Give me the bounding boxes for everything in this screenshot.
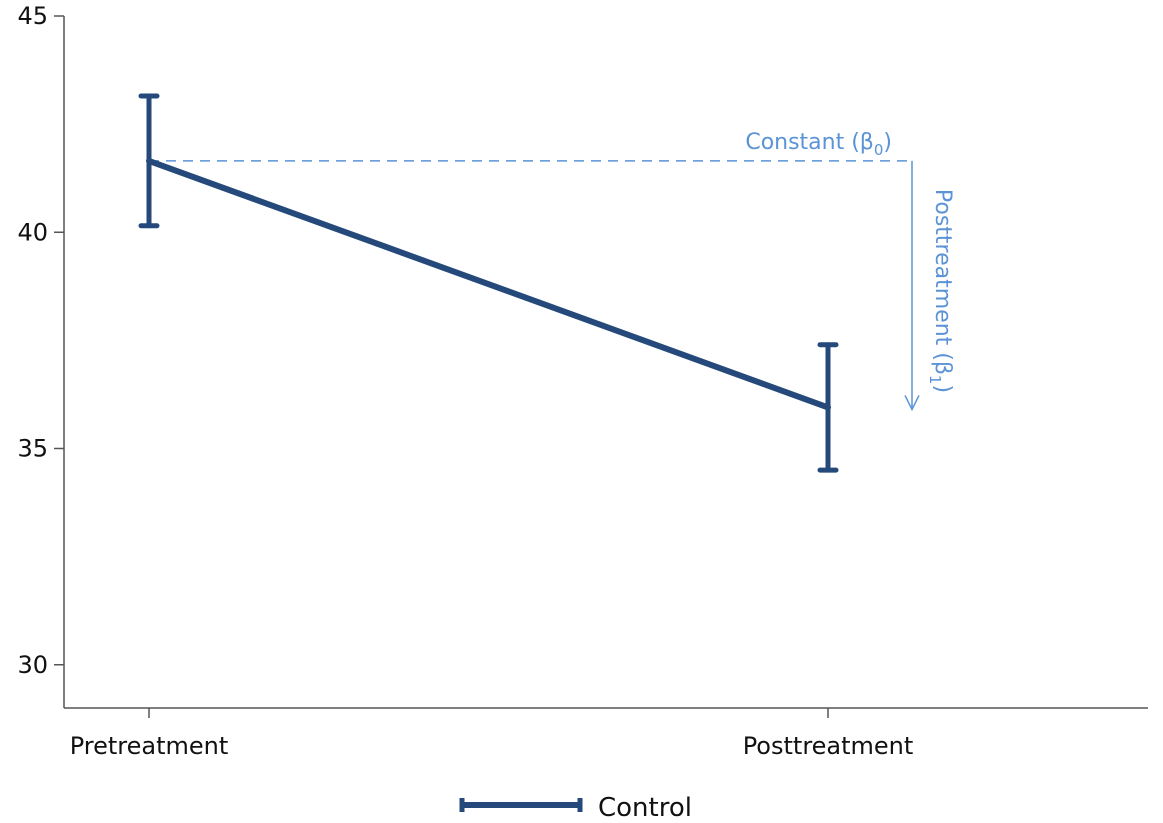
posttreatment-annotation: Posttreatment (β1) [926,189,955,393]
x-tick-label: Posttreatment [743,732,914,760]
annotations: Constant (β0)Posttreatment (β1) [149,130,955,412]
y-tick-label: 40 [17,218,48,246]
y-tick-label: 35 [17,435,48,463]
series [138,93,839,473]
y-tick-label: 30 [17,651,48,679]
y-tick-label: 45 [17,2,48,30]
legend: Control [459,793,692,823]
axes: 30 35 40 45 Pretreatment Posttreatment [17,2,1148,760]
legend-label: Control [598,793,692,823]
control-series-line [146,157,831,411]
posttreatment-annotation-text: Posttreatment (β [930,189,955,375]
posttreatment-annotation-close: ) [930,384,955,393]
x-tick-label: Pretreatment [70,732,229,760]
constant-annotation: Constant (β0) [745,130,892,159]
constant-annotation-text: Constant (β [745,130,874,155]
constant-annotation-subscript: 0 [874,141,884,159]
arrow-head-icon [904,395,920,412]
constant-annotation-close: ) [883,130,892,155]
posttreatment-annotation-subscript: 1 [926,375,944,385]
